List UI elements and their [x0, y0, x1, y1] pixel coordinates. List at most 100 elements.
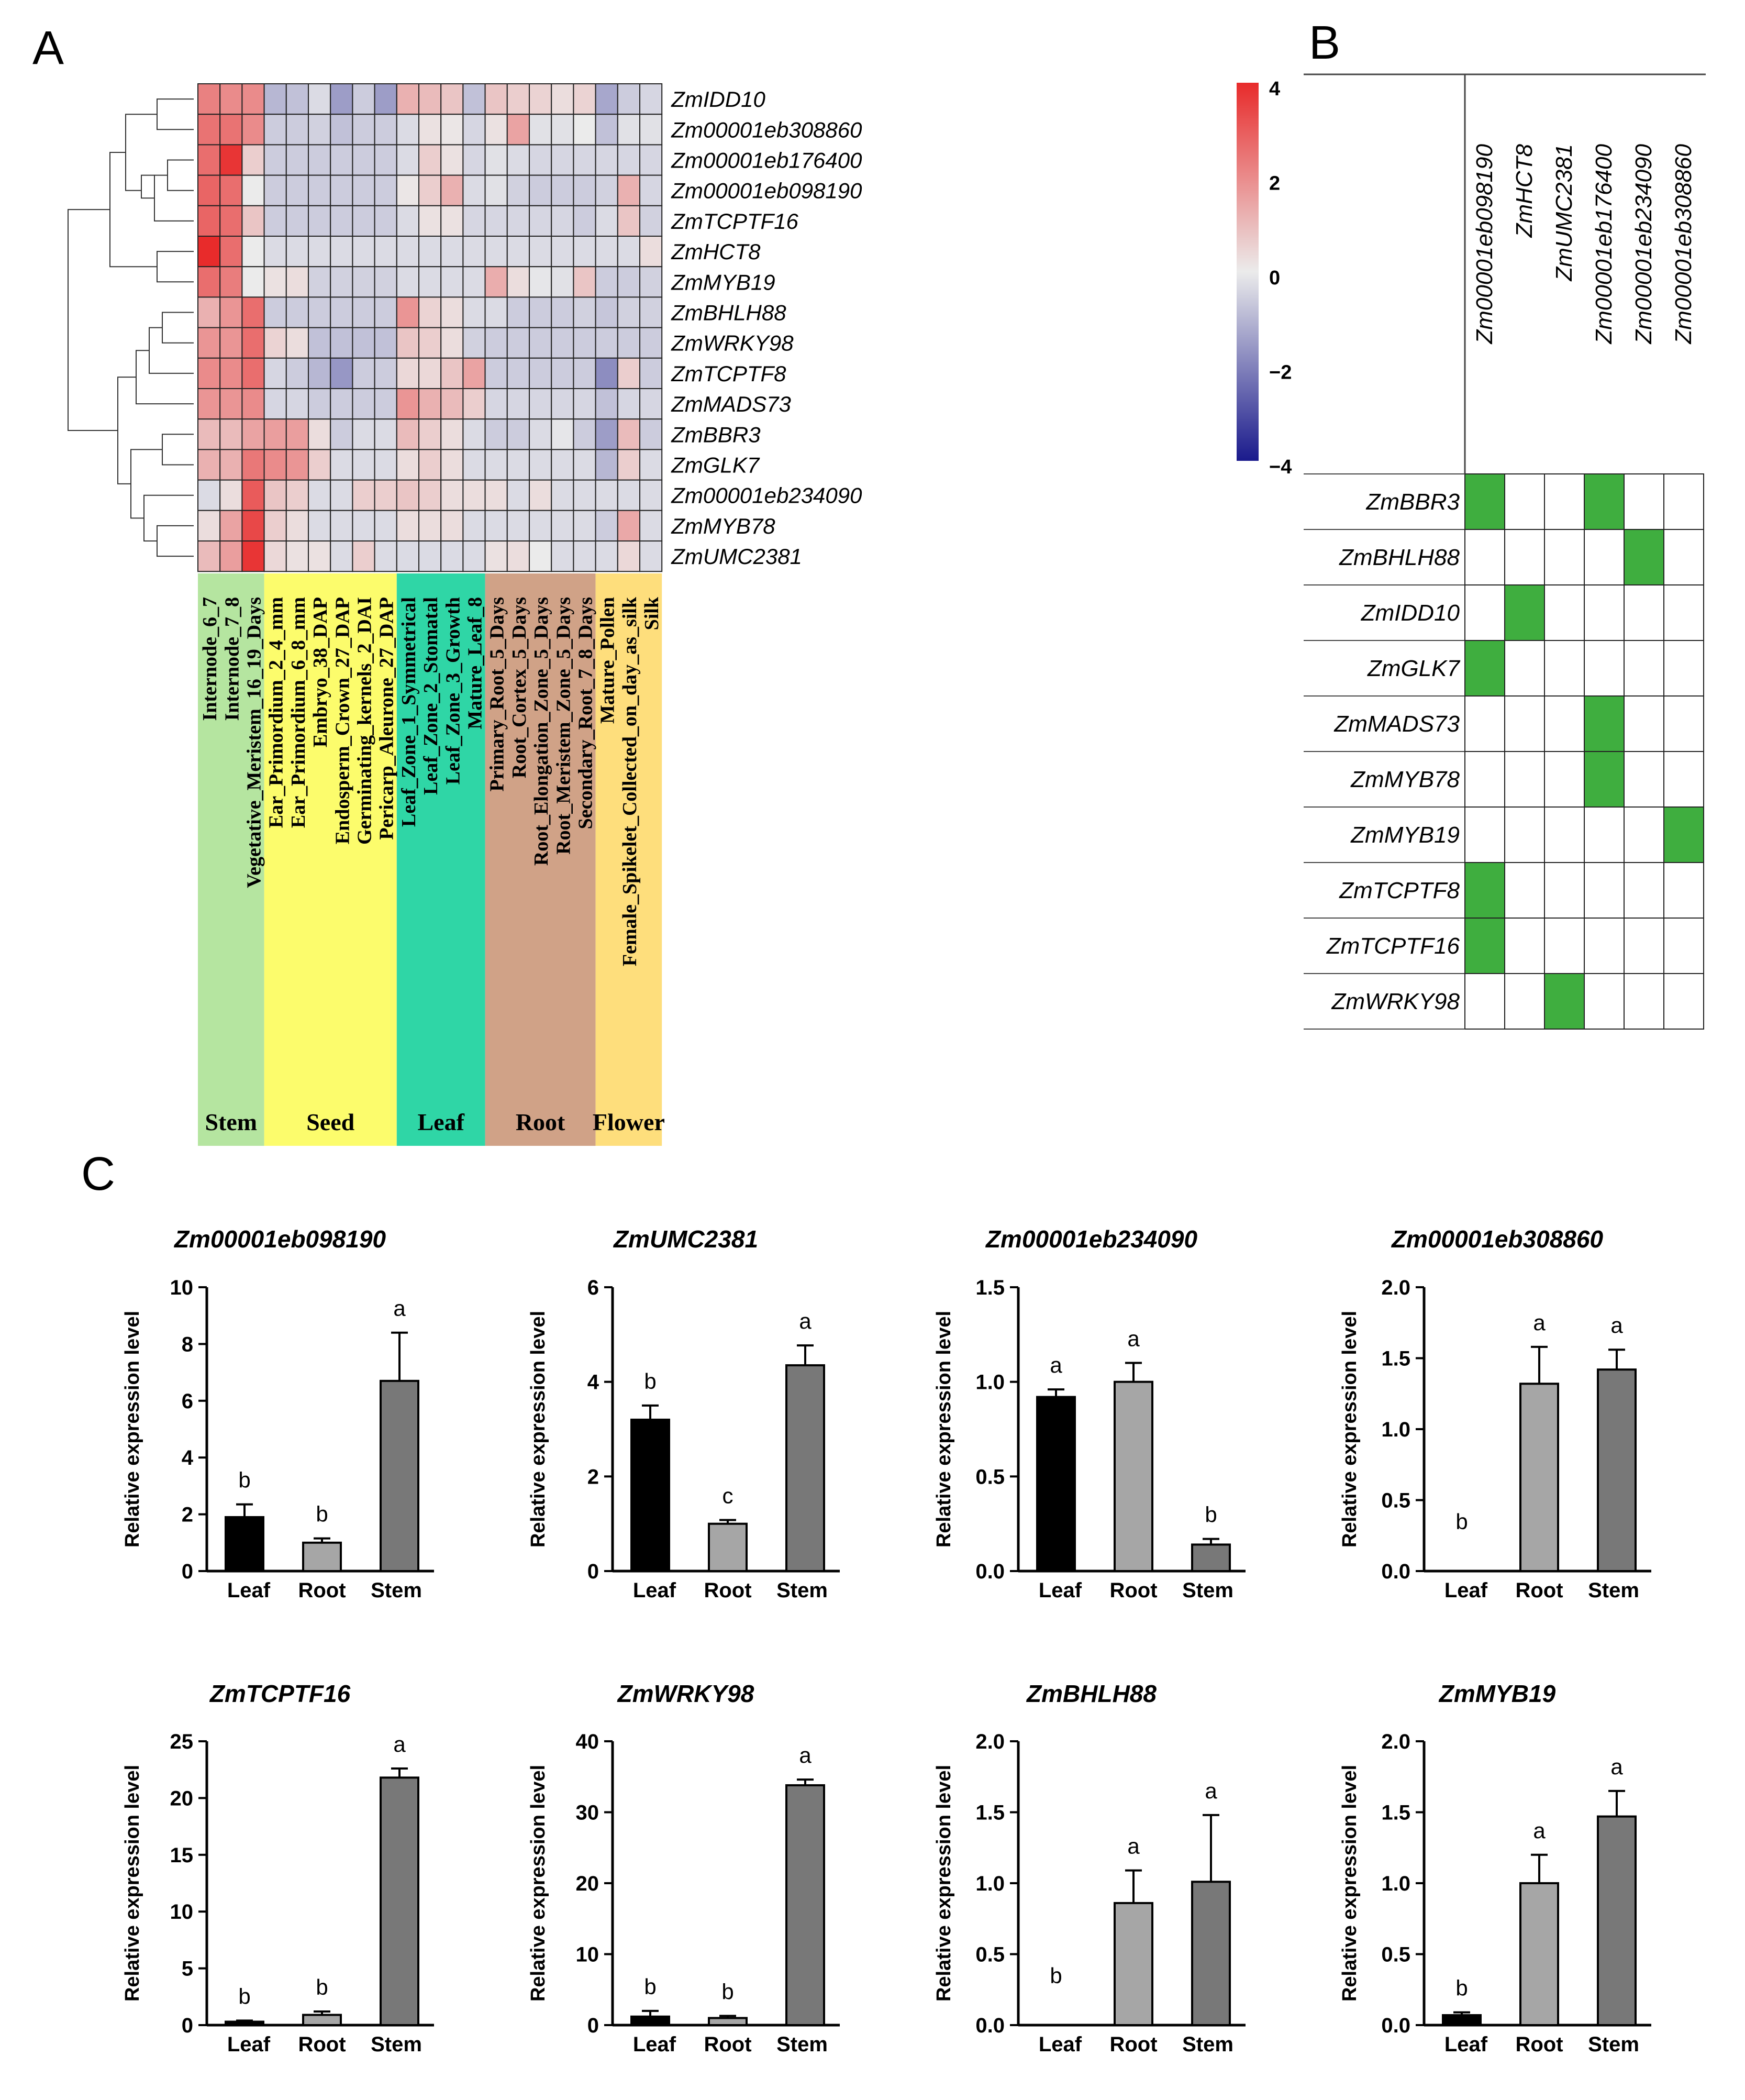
heatmap-cell — [595, 144, 618, 176]
x-tick-label: Stem — [1182, 2033, 1233, 2056]
dendrogram-branch — [167, 159, 194, 191]
table-cell-hit — [1544, 973, 1585, 1030]
significance-letter: a — [1205, 1778, 1217, 1803]
heatmap-cell — [418, 540, 442, 572]
table-cell — [1544, 695, 1585, 752]
heatmap-cell — [197, 418, 221, 450]
heatmap-cell — [506, 479, 530, 511]
table-cell — [1584, 918, 1625, 974]
heatmap-cell — [241, 144, 265, 176]
y-tick-label: 1.0 — [1381, 1872, 1410, 1895]
dendrogram-branch — [109, 151, 157, 268]
heatmap-cell — [263, 174, 287, 206]
dendrogram-branch — [130, 449, 162, 519]
heatmap-cell — [330, 114, 353, 146]
bar — [630, 1418, 670, 1573]
heatmap-cell — [529, 144, 552, 176]
bar-chart: ZmBHLH88 0.0 0.5 1.0 1.5 2.0 Relative expressi… — [933, 1680, 1246, 2056]
bar — [708, 1522, 748, 1573]
heatmap-cell — [352, 174, 375, 206]
heatmap-cell — [285, 540, 309, 572]
significance-letter: b — [1050, 1963, 1062, 1988]
heatmap-grid — [197, 83, 663, 572]
heatmap-cell — [573, 510, 596, 541]
heatmap-cell — [219, 83, 243, 115]
heatmap-cell — [374, 510, 397, 541]
table-row-label: ZmMYB19 — [1350, 822, 1460, 848]
x-tick-label: Leaf — [227, 1579, 271, 1602]
table-cell-hit — [1663, 806, 1704, 863]
dendrogram-branch — [117, 377, 136, 484]
heatmap-cell — [219, 510, 243, 541]
dendrogram-branch — [157, 98, 194, 130]
tissue-group-band — [396, 573, 485, 1146]
heatmap-cell — [330, 540, 353, 572]
bar — [1114, 1902, 1153, 2026]
heatmap-cell — [308, 174, 331, 206]
x-tick-label: Root — [704, 2033, 751, 2056]
bar-chart-title: Zm00001eb098190 — [173, 1225, 386, 1253]
heatmap-column-label: Pericarp_Aleurone_27_DAP — [376, 597, 398, 840]
heatmap-cell — [617, 205, 641, 237]
table-row-label: ZmBHLH88 — [1339, 545, 1460, 570]
y-tick-label: 0 — [587, 1560, 599, 1583]
heatmap-cell — [639, 144, 663, 176]
heatmap-cell — [440, 205, 464, 237]
heatmap-cell — [573, 296, 596, 328]
heatmap-column-label: Leaf_Zone_1_Symmetrical — [398, 597, 420, 827]
table-cell — [1663, 973, 1704, 1030]
table-cell — [1464, 529, 1505, 585]
heatmap-cell — [573, 83, 596, 115]
heatmap-cell — [219, 357, 243, 389]
significance-letter: a — [1610, 1754, 1623, 1779]
heatmap-cell — [308, 449, 331, 481]
x-tick-label: Leaf — [1444, 1579, 1488, 1602]
heatmap-cell — [352, 418, 375, 450]
y-tick-label: 0.0 — [1381, 1560, 1410, 1583]
heatmap-cell — [484, 205, 508, 237]
heatmap-cell — [330, 266, 353, 298]
heatmap-cell — [506, 296, 530, 328]
heatmap-cell — [352, 205, 375, 237]
heatmap-cell — [197, 388, 221, 420]
heatmap-cell — [197, 174, 221, 206]
heatmap-cell — [484, 418, 508, 450]
heatmap-cell — [462, 357, 486, 389]
bar — [708, 2017, 748, 2026]
heatmap-cell — [219, 266, 243, 298]
heatmap-cell — [418, 357, 442, 389]
heatmap-cell — [352, 357, 375, 389]
bar — [1519, 1383, 1559, 1573]
heatmap-cell — [197, 540, 221, 572]
table-cell — [1584, 640, 1625, 697]
heatmap-cell — [418, 266, 442, 298]
y-axis-label: Relative expression level — [933, 1765, 955, 2002]
heatmap-cell — [617, 540, 641, 572]
heatmap-cell — [462, 418, 486, 450]
heatmap-cell — [418, 418, 442, 450]
significance-letter: a — [799, 1309, 812, 1333]
heatmap-cell — [639, 83, 663, 115]
heatmap-cell — [617, 266, 641, 298]
significance-letter: a — [1127, 1327, 1140, 1351]
heatmap-cell — [197, 479, 221, 511]
heatmap-cell — [617, 418, 641, 450]
table-cell — [1584, 529, 1625, 585]
heatmap-column-label: Leaf_Zone_3_Growth — [442, 597, 464, 784]
heatmap-cell — [263, 357, 287, 389]
table-row-label: ZmTCPTF8 — [1339, 878, 1460, 903]
tissue-groups: Stem Seed Leaf Root Flower Internode_6_7 Inter… — [198, 573, 665, 1146]
heatmap-column-label: Root_Elongation_Zone_5_Days — [530, 597, 552, 866]
y-tick-label: 6 — [587, 1276, 599, 1299]
table-cell — [1544, 806, 1585, 863]
heatmap-cell — [219, 388, 243, 420]
significance-letter: a — [1127, 1834, 1140, 1859]
heatmap-cell — [462, 174, 486, 206]
table-cell — [1663, 473, 1704, 530]
y-tick-label: 0.0 — [975, 2014, 1005, 2037]
y-tick-label: 20 — [170, 1787, 194, 1810]
y-tick-label: 4 — [587, 1371, 599, 1394]
tissue-group-band — [595, 573, 662, 1146]
heatmap-cell — [352, 449, 375, 481]
table-cell — [1464, 751, 1505, 808]
